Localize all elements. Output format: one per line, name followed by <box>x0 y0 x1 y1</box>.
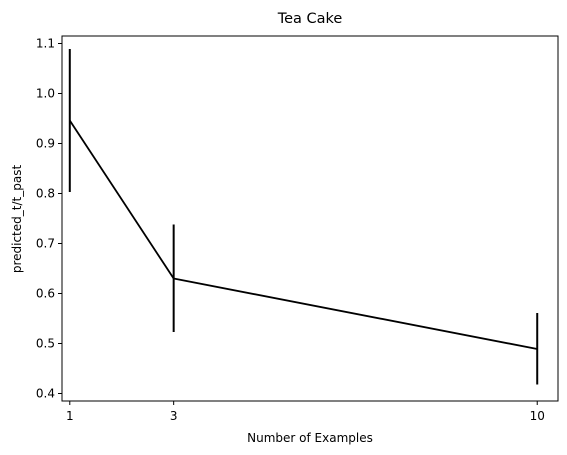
series-lines <box>69 120 538 350</box>
y-tick-label: 1.0 <box>36 87 55 101</box>
y-axis-label: predicted_t/t_past <box>10 165 24 274</box>
series-line-0 <box>69 120 538 350</box>
y-tick-label: 1.1 <box>36 37 55 51</box>
y-tick-label: 0.6 <box>36 287 55 301</box>
x-axis-label: Number of Examples <box>247 431 373 445</box>
y-tick-label: 0.5 <box>36 337 55 351</box>
x-tick-label: 10 <box>530 409 545 423</box>
plot-frame <box>61 35 559 402</box>
y-tick-label: 0.9 <box>36 137 55 151</box>
x-axis-ticks: 1 3 10 <box>66 401 545 423</box>
chart-title: Tea Cake <box>277 11 343 27</box>
y-axis-ticks: 0.4 0.5 0.6 0.7 0.8 0.9 1.0 1.1 <box>36 37 62 401</box>
x-tick-label: 3 <box>170 409 178 423</box>
y-tick-label: 0.4 <box>36 387 55 401</box>
plot-area <box>61 35 559 402</box>
y-tick-label: 0.7 <box>36 237 55 251</box>
x-tick-label: 1 <box>66 409 74 423</box>
y-tick-label: 0.8 <box>36 187 55 201</box>
